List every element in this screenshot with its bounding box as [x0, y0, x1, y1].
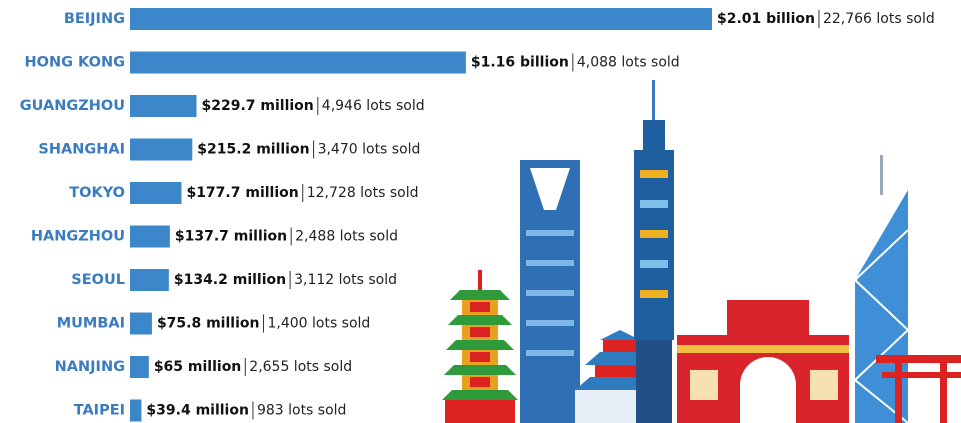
lots-label: 983 lots sold	[257, 403, 347, 419]
pagoda	[442, 270, 518, 423]
bar	[130, 138, 193, 161]
lots-label: 22,766 lots sold	[823, 11, 935, 27]
lots-label: 4,946 lots sold	[322, 98, 425, 114]
bar	[130, 95, 197, 117]
category-label: MUMBAI	[57, 316, 125, 332]
category-label: TOKYO	[69, 185, 125, 201]
world-financial-center	[520, 160, 580, 423]
lots-label: 4,088 lots sold	[577, 55, 680, 71]
bar	[130, 8, 712, 30]
value-label: $75.8 million	[157, 316, 260, 332]
lots-label: 3,470 lots sold	[318, 142, 421, 158]
category-label: HONG KONG	[25, 55, 126, 71]
category-label: NANJING	[55, 359, 125, 375]
category-label: SEOUL	[71, 272, 125, 288]
bar	[130, 182, 182, 204]
category-label: BEIJING	[64, 11, 125, 27]
lots-label: 2,655 lots sold	[249, 359, 352, 375]
gateway-of-india	[677, 300, 849, 423]
bar	[130, 269, 169, 291]
value-label: $39.4 million	[146, 403, 249, 419]
value-label: $134.2 million	[174, 272, 286, 288]
category-label: SHANGHAI	[38, 142, 125, 158]
lots-label: 1,400 lots sold	[267, 316, 370, 332]
lots-label: 3,112 lots sold	[294, 272, 397, 288]
value-label: $137.7 million	[175, 229, 287, 245]
skyline	[442, 80, 961, 423]
value-label: $65 million	[154, 359, 241, 375]
value-label: $1.16 billion	[471, 55, 569, 71]
category-label: TAIPEI	[74, 403, 125, 419]
taipei-101	[634, 80, 674, 423]
bar	[130, 312, 152, 335]
lots-label: 12,728 lots sold	[307, 185, 419, 201]
bar	[130, 51, 466, 74]
bar	[130, 399, 142, 422]
value-label: $177.7 million	[186, 185, 298, 201]
bar	[130, 356, 149, 378]
value-label: $229.7 million	[202, 98, 314, 114]
lots-label: 2,488 lots sold	[295, 229, 398, 245]
torii	[876, 355, 961, 423]
category-label: GUANGZHOU	[20, 98, 125, 114]
value-label: $2.01 billion	[717, 11, 815, 27]
bar	[130, 225, 170, 248]
value-label: $215.2 million	[197, 142, 309, 158]
category-label: HANGZHOU	[31, 229, 125, 245]
